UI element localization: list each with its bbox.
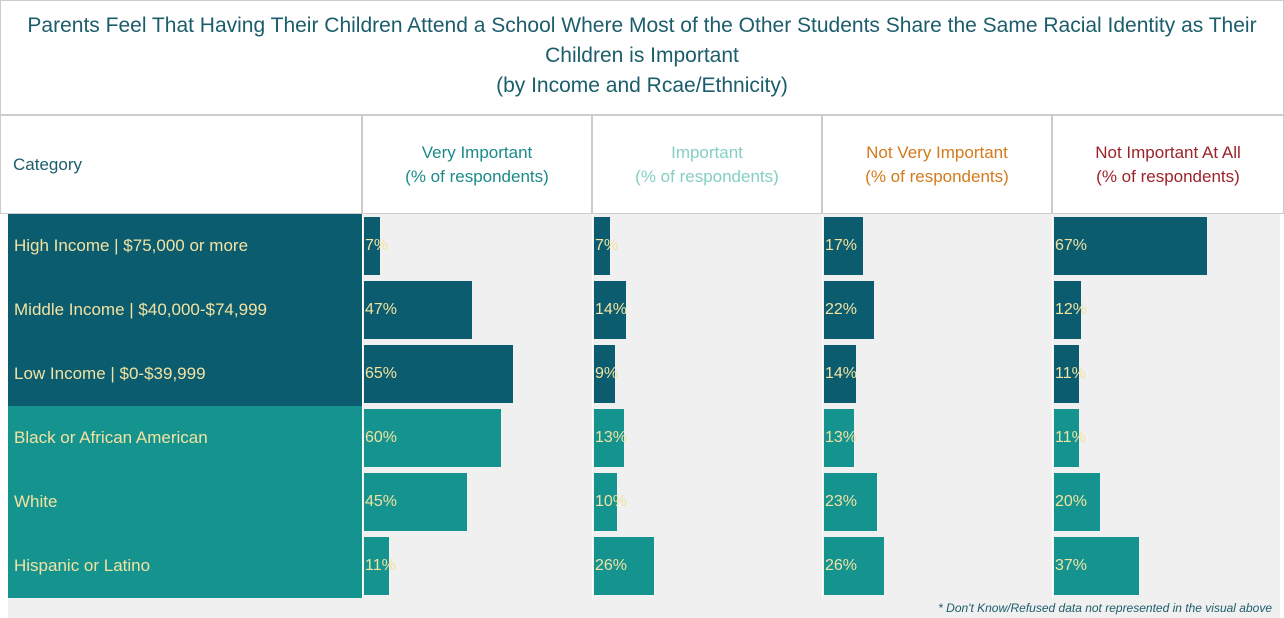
bar xyxy=(364,409,502,467)
value-label: 45% xyxy=(365,493,398,510)
value-label: 65% xyxy=(365,365,398,382)
bar xyxy=(364,217,381,275)
series-unit: (% of respondents) xyxy=(1096,166,1240,186)
value-label: 23% xyxy=(825,493,858,510)
value-label: 7% xyxy=(365,237,389,254)
bar xyxy=(594,345,615,403)
bar xyxy=(594,217,611,275)
value-label: 60% xyxy=(365,429,398,446)
bar xyxy=(824,345,857,403)
column-divider xyxy=(362,214,363,598)
bar xyxy=(1054,281,1082,339)
value-label: 11% xyxy=(1055,365,1086,382)
bar xyxy=(594,473,617,531)
category-label: Low Income | $0-$39,999 xyxy=(8,342,362,406)
bar xyxy=(824,217,863,275)
series-header: Important (% of respondents) xyxy=(592,115,822,214)
category-label: White xyxy=(8,470,362,534)
bar xyxy=(1054,345,1080,403)
bar xyxy=(364,281,472,339)
value-label: 13% xyxy=(825,429,858,446)
value-label: 14% xyxy=(595,301,628,318)
value-label: 26% xyxy=(825,557,858,574)
bar xyxy=(1054,217,1208,275)
value-label: 47% xyxy=(365,301,398,318)
column-divider xyxy=(592,214,593,598)
bar xyxy=(1054,409,1080,467)
value-label: 11% xyxy=(1055,429,1086,446)
value-label: 22% xyxy=(825,301,858,318)
series-header: Not Very Important (% of respondents) xyxy=(822,115,1052,214)
bar xyxy=(824,281,875,339)
value-label: 17% xyxy=(825,237,858,254)
bar xyxy=(364,345,513,403)
category-label: High Income | $75,000 or more xyxy=(8,214,362,278)
bar xyxy=(824,473,877,531)
series-name: Very Important xyxy=(421,142,533,162)
series-unit: (% of respondents) xyxy=(405,166,549,186)
series-name: Not Very Important xyxy=(866,142,1008,162)
column-divider xyxy=(822,214,823,598)
value-label: 9% xyxy=(595,365,619,382)
bar xyxy=(824,409,854,467)
series-header: Very Important (% of respondents) xyxy=(362,115,592,214)
value-label: 67% xyxy=(1055,237,1088,254)
category-header: Category xyxy=(0,115,362,214)
bar xyxy=(824,537,884,595)
bar xyxy=(364,537,390,595)
category-label: Black or African American xyxy=(8,406,362,470)
category-header-text: Category xyxy=(13,154,82,174)
value-label: 26% xyxy=(595,557,628,574)
chart-title: Parents Feel That Having Their Children … xyxy=(27,14,1257,67)
bar xyxy=(594,537,654,595)
value-label: 20% xyxy=(1055,493,1088,510)
value-label: 7% xyxy=(595,237,619,254)
series-header: Not Important At All (% of respondents) xyxy=(1052,115,1284,214)
bar xyxy=(594,409,624,467)
bar xyxy=(594,281,627,339)
value-label: 11% xyxy=(365,557,396,574)
value-label: 37% xyxy=(1055,557,1088,574)
value-label: 14% xyxy=(825,365,858,382)
value-label: 10% xyxy=(595,493,628,510)
series-unit: (% of respondents) xyxy=(635,166,779,186)
bar xyxy=(364,473,468,531)
bar xyxy=(1054,473,1100,531)
footnote: * Don't Know/Refused data not represente… xyxy=(8,598,1280,618)
series-name: Important xyxy=(671,142,743,162)
series-unit: (% of respondents) xyxy=(865,166,1009,186)
column-divider xyxy=(1052,214,1053,598)
title-box: Parents Feel That Having Their Children … xyxy=(0,0,1284,115)
value-label: 13% xyxy=(595,429,628,446)
bar xyxy=(1054,537,1139,595)
value-label: 12% xyxy=(1055,301,1088,318)
category-label: Hispanic or Latino xyxy=(8,534,362,598)
category-label: Middle Income | $40,000-$74,999 xyxy=(8,278,362,342)
series-name: Not Important At All xyxy=(1095,142,1241,162)
chart-subtitle: (by Income and Rcae/Ethnicity) xyxy=(496,74,788,97)
